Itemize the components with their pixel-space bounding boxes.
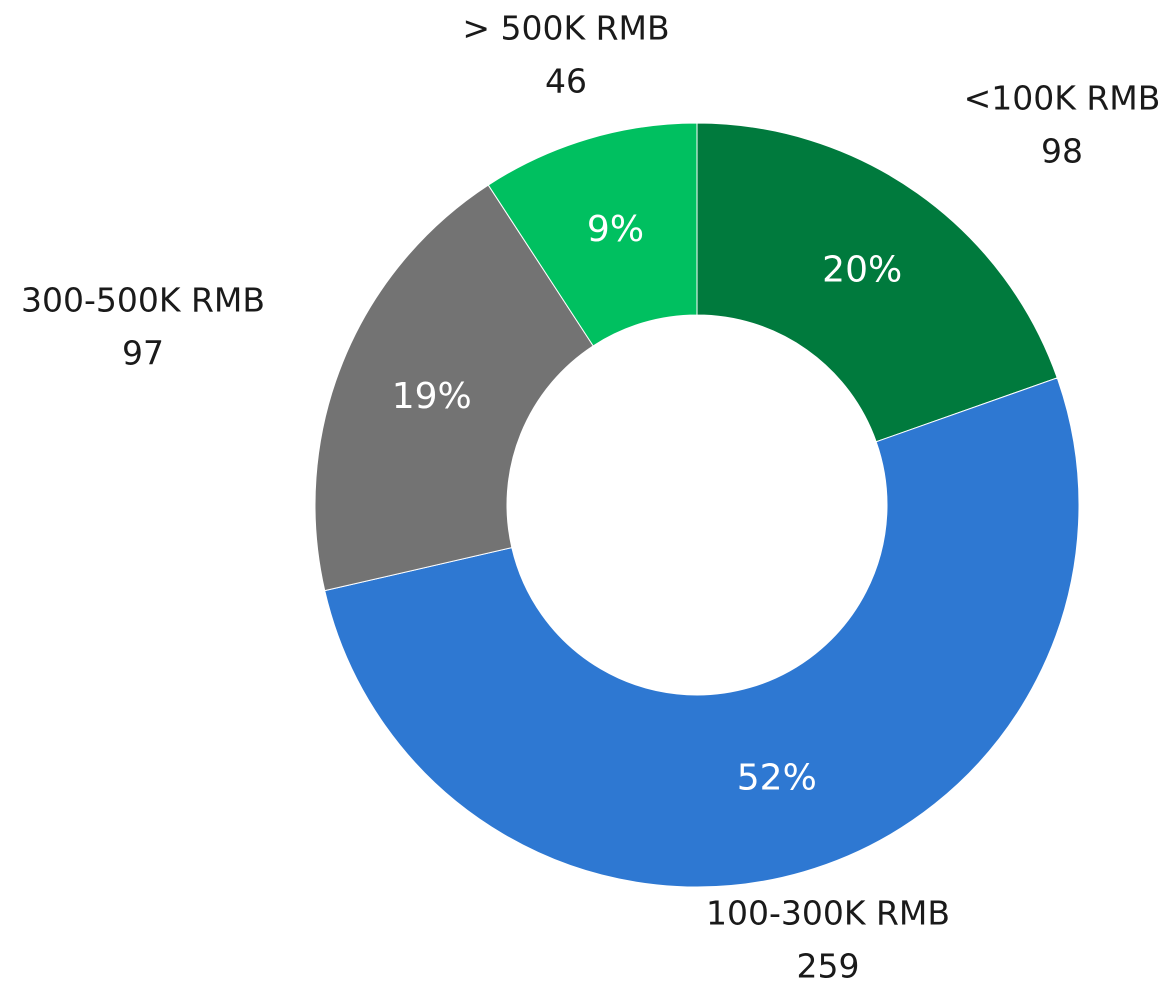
donut-segment <box>324 377 1080 888</box>
percent-label: 52% <box>737 758 817 799</box>
category-label: 300-500K RMB <box>21 281 265 320</box>
category-label: 100-300K RMB <box>706 894 950 933</box>
value-label: 97 <box>122 334 164 373</box>
category-label: > 500K RMB <box>462 9 669 48</box>
percent-label: 19% <box>392 376 472 417</box>
category-label: <100K RMB <box>964 79 1161 118</box>
value-label: 259 <box>797 947 860 986</box>
value-label: 98 <box>1041 132 1083 171</box>
percent-label: 20% <box>822 250 902 291</box>
donut-segment <box>487 122 698 347</box>
donut-segment <box>696 122 1058 443</box>
percent-label: 9% <box>587 209 644 250</box>
donut-segment <box>314 184 594 592</box>
value-label: 46 <box>545 62 587 101</box>
